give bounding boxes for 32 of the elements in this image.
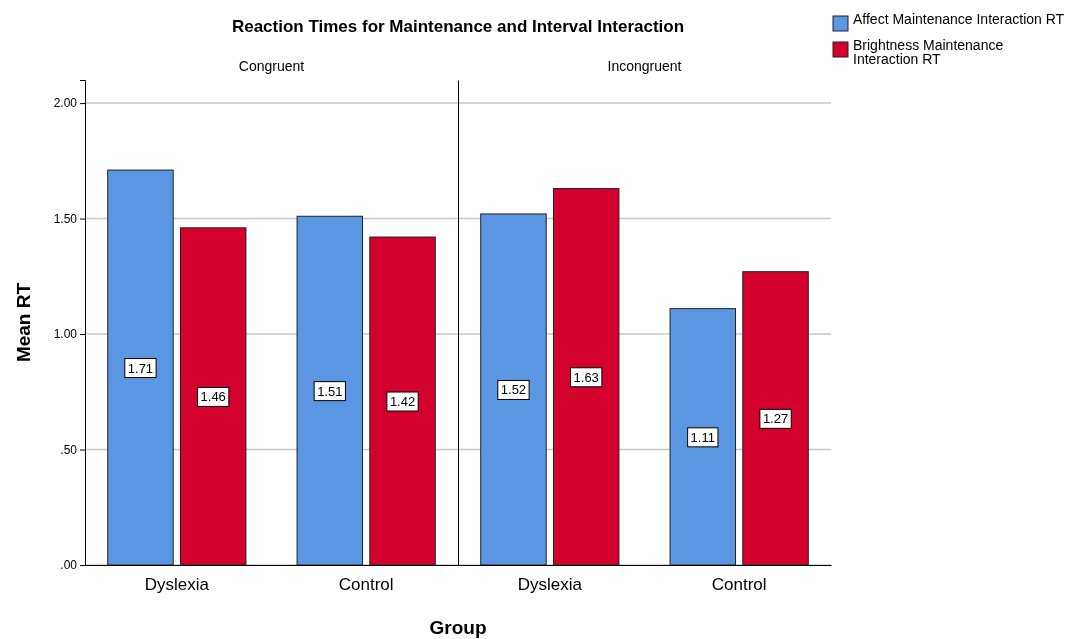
data-label: 1.52 <box>500 382 527 398</box>
data-label: 1.63 <box>573 369 599 385</box>
x-tick-label: Dyslexia <box>517 575 583 595</box>
bar <box>480 213 547 566</box>
data-label: 1.46 <box>200 389 226 405</box>
bar <box>296 215 364 566</box>
chart-subtitle: Congruent <box>238 58 305 74</box>
bar <box>742 271 809 566</box>
bar <box>552 188 620 566</box>
data-label: 1.27 <box>762 411 789 427</box>
y-tick-label: 1.50 <box>53 211 78 226</box>
bar <box>179 227 247 566</box>
bar <box>369 236 436 566</box>
data-label: 1.11 <box>690 429 715 445</box>
y-tick-label: 1.00 <box>53 327 78 342</box>
bar <box>669 308 737 566</box>
y-axis-title: Mean RT <box>13 282 34 363</box>
x-tick-label: Dyslexia <box>144 575 210 595</box>
x-tick-label: Control <box>338 575 394 595</box>
y-tick-label: .50 <box>60 442 78 457</box>
data-label: 1.71 <box>127 360 154 376</box>
y-tick-label: 2.00 <box>53 96 78 111</box>
bar <box>107 169 174 566</box>
x-axis-title: Group <box>429 617 487 638</box>
chart-subtitle: Incongruent <box>607 58 682 74</box>
y-tick-label: .00 <box>60 558 78 573</box>
legend-label: Affect Maintenance Interaction RT <box>853 11 1065 27</box>
data-label: 1.51 <box>317 383 343 399</box>
legend-label: Brightness Maintenance Interaction RT <box>853 37 1004 67</box>
x-tick-label: Control <box>711 575 767 595</box>
chart-title: Reaction Times for Maintenance and Interval Interaction <box>231 17 685 36</box>
data-label: 1.42 <box>389 394 416 410</box>
